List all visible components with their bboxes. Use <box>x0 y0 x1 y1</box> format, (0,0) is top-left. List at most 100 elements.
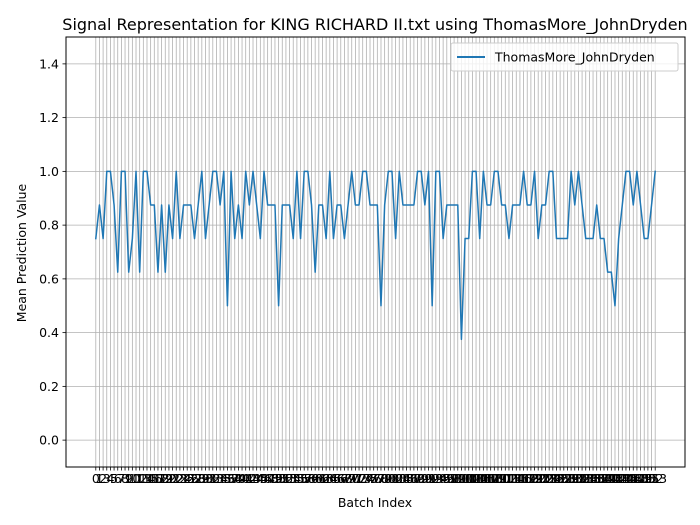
x-tick-label: 119 <box>519 471 543 486</box>
y-tick-label: 1.0 <box>39 164 59 179</box>
y-tick-label: 1.2 <box>39 110 59 125</box>
y-tick-label: 0.2 <box>39 379 59 394</box>
x-tick-label: 56 <box>293 471 309 486</box>
x-tick-label: 60 <box>307 471 323 486</box>
x-tick-label: 4 <box>106 471 114 486</box>
x-tick-label: 70 <box>344 471 360 486</box>
x-tick-label: 75 <box>362 471 378 486</box>
x-tick-label: 91 <box>421 471 437 486</box>
x-tick-label: 45 <box>252 471 268 486</box>
x-tick-label: 103 <box>460 471 484 486</box>
x-tick-label: 13 <box>135 471 151 486</box>
x-tick-label: 96 <box>439 471 455 486</box>
x-tick-label: 31 <box>201 471 217 486</box>
x-tick-label: 15 <box>143 471 159 486</box>
x-tick-label: 139 <box>592 471 616 486</box>
x-tick-label: 66 <box>329 471 345 486</box>
x-tick-label: 95 <box>435 471 451 486</box>
x-tick-label: 127 <box>548 471 572 486</box>
x-tick-label: 102 <box>457 471 481 486</box>
x-tick-label: 78 <box>373 471 389 486</box>
x-tick-label: 108 <box>479 471 503 486</box>
x-tick-label: 65 <box>326 471 342 486</box>
x-tick-label: 58 <box>300 471 316 486</box>
x-tick-label: 109 <box>482 471 506 486</box>
x-tick-label: 54 <box>285 471 301 486</box>
x-tick-label: 55 <box>289 471 305 486</box>
x-tick-label: 73 <box>355 471 371 486</box>
y-tick-label: 0.8 <box>39 218 59 233</box>
x-tick-label: 90 <box>417 471 433 486</box>
x-tick-label: 134 <box>574 471 598 486</box>
x-tick-label: 89 <box>413 471 429 486</box>
y-tick-label: 0.6 <box>39 271 59 286</box>
x-tick-label: 84 <box>395 471 411 486</box>
x-tick-label: 67 <box>333 471 349 486</box>
x-tick-label: 130 <box>559 471 583 486</box>
x-tick-label: 151 <box>636 471 660 486</box>
x-tick-label: 152 <box>640 471 664 486</box>
x-tick-label: 39 <box>230 471 246 486</box>
x-tick-label: 37 <box>223 471 239 486</box>
x-tick-label: 143 <box>607 471 631 486</box>
x-tick-label: 14 <box>139 471 155 486</box>
legend-label: ThomasMore_JohnDryden <box>494 50 655 65</box>
x-tick-label: 33 <box>209 471 225 486</box>
x-tick-label: 141 <box>599 471 623 486</box>
x-tick-label: 100 <box>449 471 473 486</box>
x-tick-label: 149 <box>629 471 653 486</box>
x-tick-label: 124 <box>537 471 561 486</box>
x-tick-label: 83 <box>391 471 407 486</box>
y-tick-label: 1.4 <box>39 56 59 71</box>
x-tick-label: 113 <box>497 471 521 486</box>
x-tick-label: 71 <box>347 471 363 486</box>
x-tick-label: 86 <box>402 471 418 486</box>
x-tick-label: 12 <box>132 471 148 486</box>
x-tick-label: 92 <box>424 471 440 486</box>
x-tick-label: 61 <box>311 471 327 486</box>
x-tick-label: 24 <box>176 471 192 486</box>
x-tick-label: 132 <box>566 471 590 486</box>
x-tick-label: 35 <box>216 471 232 486</box>
x-tick-label: 131 <box>563 471 587 486</box>
x-tick-label: 82 <box>388 471 404 486</box>
x-tick-label: 153 <box>643 471 667 486</box>
x-tick-label: 40 <box>234 471 250 486</box>
x-tick-label: 107 <box>475 471 499 486</box>
x-tick-label: 16 <box>146 471 162 486</box>
x-tick-label: 136 <box>581 471 605 486</box>
x-tick-label: 64 <box>322 471 338 486</box>
x-axis-label: Batch Index <box>338 495 412 510</box>
x-tick-label: 97 <box>442 471 458 486</box>
x-tick-label: 81 <box>384 471 400 486</box>
x-tick-label: 2 <box>99 471 107 486</box>
x-tick-label: 11 <box>128 471 144 486</box>
y-tick-label: 0.4 <box>39 325 59 340</box>
x-tick-label: 98 <box>446 471 462 486</box>
series-line <box>94 170 657 341</box>
x-tick-label: 145 <box>614 471 638 486</box>
x-tick-label: 32 <box>205 471 221 486</box>
x-tick-label: 62 <box>315 471 331 486</box>
y-axis-label: Mean Prediction Value <box>14 183 29 322</box>
x-tick-label: 59 <box>304 471 320 486</box>
x-tick-label: 0 <box>92 471 100 486</box>
x-tick-label: 52 <box>278 471 294 486</box>
x-tick-label: 146 <box>618 471 642 486</box>
x-tick-label: 120 <box>523 471 547 486</box>
x-tick-label: 49 <box>267 471 283 486</box>
y-tick-label: 0.0 <box>39 433 59 448</box>
x-tick-label: 20 <box>161 471 177 486</box>
x-tick-label: 106 <box>471 471 495 486</box>
x-tick-label: 129 <box>556 471 580 486</box>
x-tick-label: 99 <box>450 471 466 486</box>
x-tick-label: 41 <box>238 471 254 486</box>
x-tick-label: 21 <box>165 471 181 486</box>
x-tick-label: 93 <box>428 471 444 486</box>
x-tick-label: 27 <box>187 471 203 486</box>
x-tick-label: 63 <box>318 471 334 486</box>
x-tick-label: 122 <box>530 471 554 486</box>
x-tick-label: 101 <box>453 471 477 486</box>
x-tick-label: 80 <box>380 471 396 486</box>
